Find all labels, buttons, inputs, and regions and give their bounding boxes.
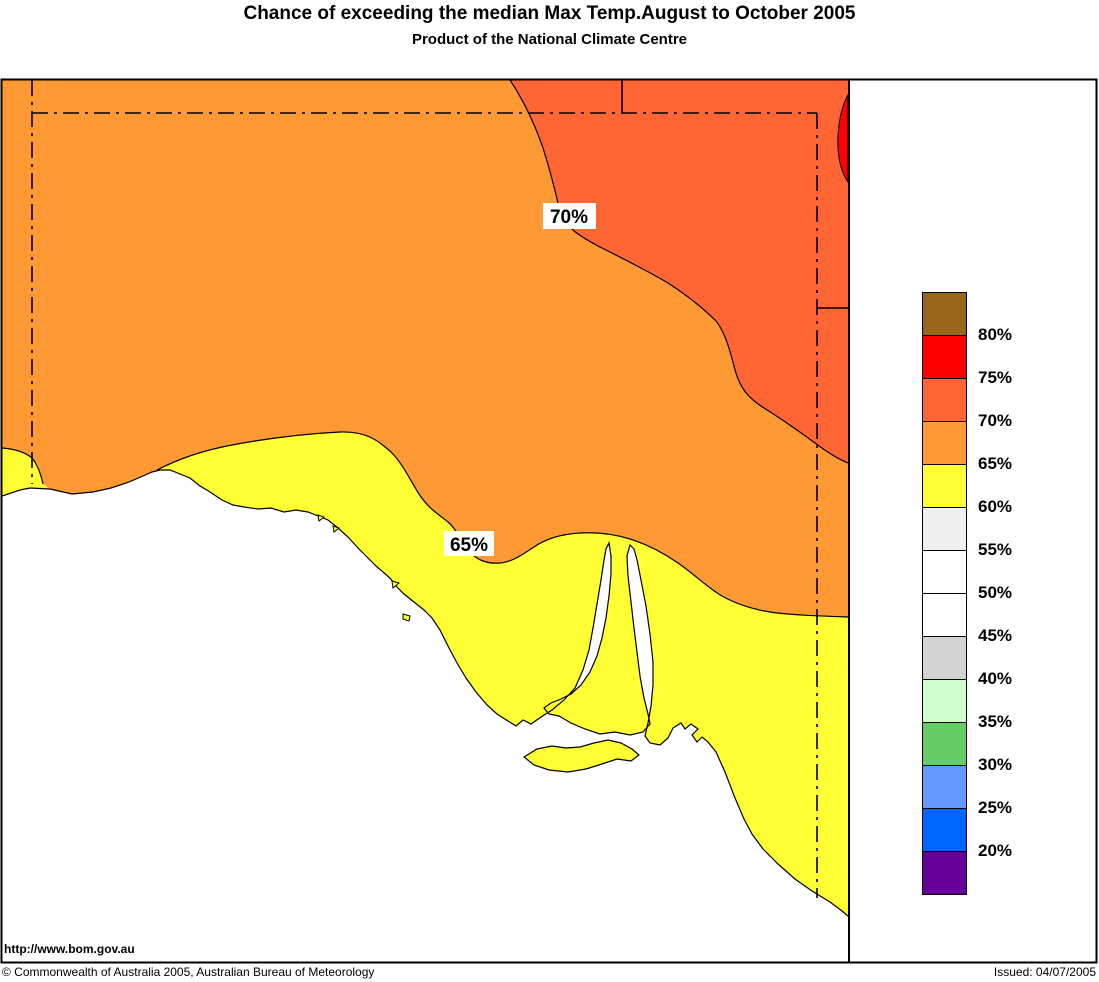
contour-line-65 [156, 431, 848, 618]
legend-swatch [922, 507, 967, 551]
legend-swatch [922, 335, 967, 379]
page-subtitle: Product of the National Climate Centre [411, 31, 688, 48]
islet [317, 514, 326, 522]
outer-frame [0, 78, 1098, 964]
legend: 80% 75% 70% 65% 60% 55% 50% 45% 40% 35% 30% 25% 20% [922, 292, 1092, 895]
bom-url-text: http://www.bom.gov.au [4, 942, 135, 956]
legend-label: 35% [978, 712, 1013, 731]
legend-label: 45% [978, 626, 1013, 645]
legend-label: 60% [978, 497, 1013, 516]
coastline [2, 469, 848, 917]
legend-swatch [922, 464, 967, 508]
legend-swatch [922, 679, 967, 723]
legend-swatch [922, 851, 967, 895]
contour-label-70: 70% [550, 207, 588, 228]
legend-label: 55% [978, 540, 1013, 559]
legend-swatch [922, 550, 967, 594]
legend-label: 75% [978, 368, 1013, 387]
legend-label: 65% [978, 454, 1013, 473]
legend-label: 80% [978, 325, 1013, 344]
legend-label: 40% [978, 669, 1013, 688]
contour-line-70 [509, 80, 848, 464]
legend-swatch [922, 378, 967, 422]
legend-label: 50% [978, 583, 1013, 602]
copyright-text: © Commonwealth of Australia 2005, Austra… [2, 965, 375, 979]
legend-label: 70% [978, 411, 1013, 430]
contour-label-65: 65% [450, 535, 488, 556]
legend-label: 20% [978, 841, 1013, 860]
legend-swatch [922, 593, 967, 637]
region-75-80 [837, 94, 848, 183]
islet [402, 613, 411, 622]
kangaroo-island [522, 739, 640, 773]
legend-swatch [922, 636, 967, 680]
page-title: Chance of exceeding the median Max Temp.… [243, 3, 856, 24]
legend-swatch [922, 808, 967, 852]
islet [391, 580, 401, 589]
islet [332, 525, 341, 533]
issued-date-text: Issued: 04/07/2005 [993, 965, 1096, 979]
legend-swatch [922, 765, 967, 809]
contour-label-70-box [543, 203, 596, 229]
contour-label-65-box [444, 531, 494, 556]
legend-swatch [922, 292, 967, 336]
legend-swatch [922, 421, 967, 465]
legend-label: 30% [978, 755, 1013, 774]
legend-label: 25% [978, 798, 1013, 817]
region-70-75 [510, 80, 848, 463]
legend-swatch [922, 722, 967, 766]
